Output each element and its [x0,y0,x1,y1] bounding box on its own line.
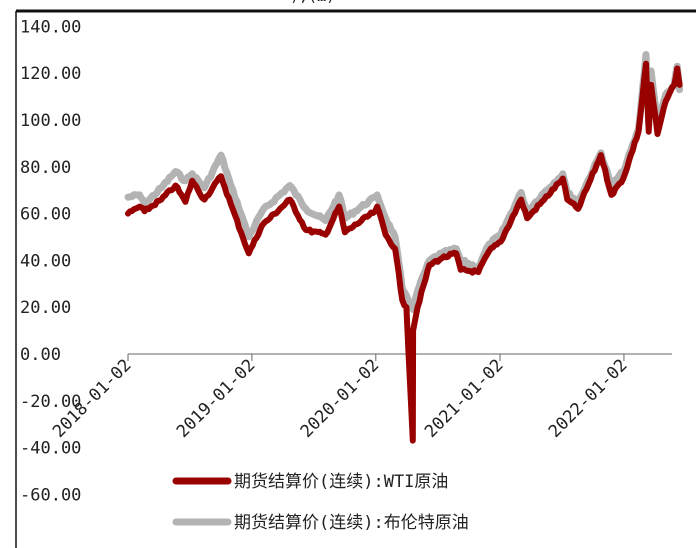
y-tick-label: 80.00 [20,158,71,178]
y-tick-label: -40.00 [20,439,81,459]
series-group [124,51,684,444]
x-tick-label: 2019-01-02 [173,355,260,442]
legend-label: 期货结算价(连续):WTI原油 [234,472,448,492]
y-tick-label: 40.00 [20,251,71,271]
y-tick-label: -60.00 [20,485,81,505]
y-tick-label: -20.00 [20,392,81,412]
x-tick-label: 2020-01-02 [297,355,384,442]
x-tick-label: 2022-01-02 [545,355,632,442]
legend-label: 期货结算价(连续):布伦特原油 [234,513,469,533]
y-tick-label: 60.00 [20,205,71,225]
y-tick-label: 120.00 [20,64,81,84]
series-line-0 [124,51,684,313]
y-tick-label: 0.00 [20,345,61,365]
y-tick-label: 140.00 [20,17,81,37]
x-tick-label: 2021-01-02 [421,355,508,442]
series-line-1 [125,60,683,444]
y-tick-label: 20.00 [20,298,71,318]
header-fragment: ),(…) [290,0,335,5]
x-axis: 2018-01-02 2019-01-02 2020-01-02 2021-01-02… [49,353,672,442]
y-tick-label: 100.00 [20,111,81,131]
y-axis: 140.00 120.00 100.00 80.00 60.00 40.00 20.00 0.… [20,17,81,505]
